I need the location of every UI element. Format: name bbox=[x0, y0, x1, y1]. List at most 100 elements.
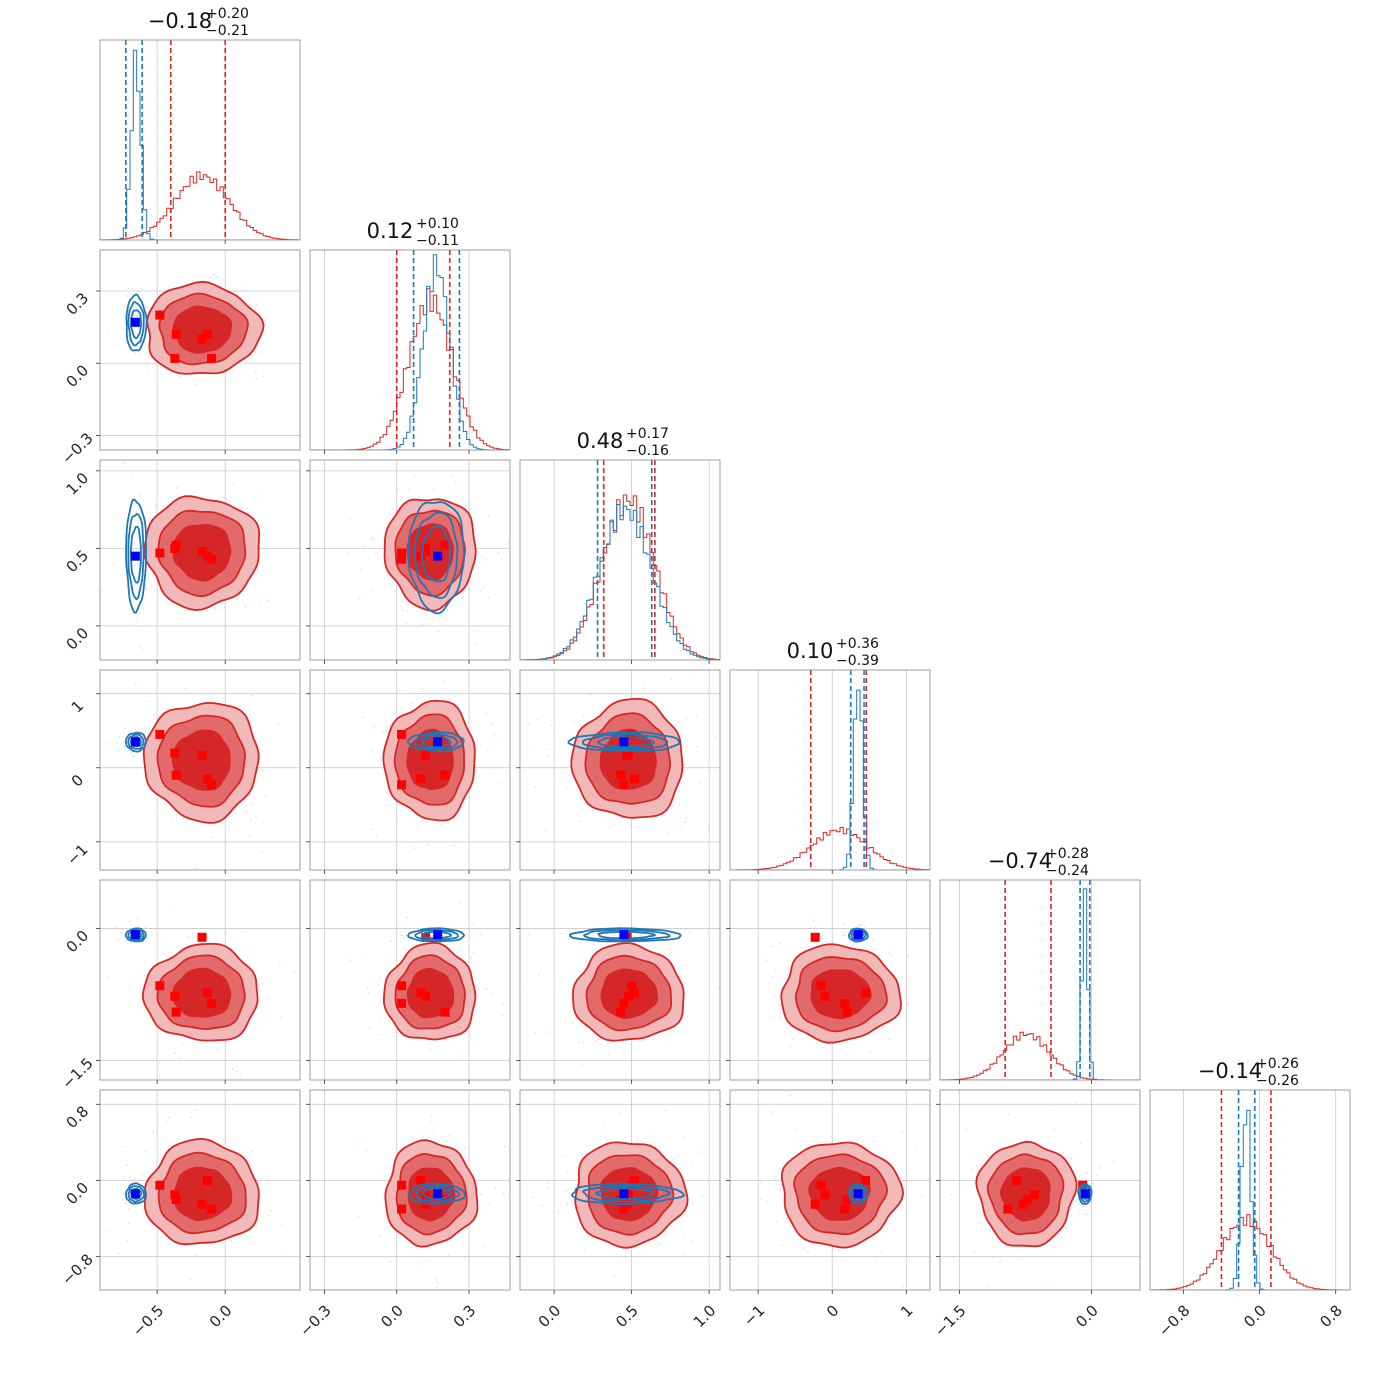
blue-sample-point bbox=[125, 1202, 127, 1204]
blue-sample-point bbox=[123, 746, 126, 748]
blue-marker bbox=[130, 551, 140, 561]
red-sample-point bbox=[773, 995, 775, 997]
red-sample-point bbox=[437, 1282, 439, 1284]
red-sample-point bbox=[872, 1140, 875, 1142]
x-tick-label: 0 bbox=[823, 1302, 842, 1321]
blue-sample-point bbox=[1092, 1182, 1094, 1185]
red-marker bbox=[397, 729, 407, 739]
red-sample-point bbox=[771, 976, 774, 979]
red-sample-point bbox=[474, 642, 476, 645]
red-sample-point bbox=[123, 327, 125, 330]
red-sample-point bbox=[523, 985, 526, 988]
red-sample-point bbox=[637, 667, 639, 669]
blue-marker bbox=[130, 1189, 140, 1199]
red-sample-point bbox=[360, 569, 362, 571]
red-sample-point bbox=[147, 307, 149, 310]
blue-marker bbox=[619, 737, 629, 747]
red-sample-point bbox=[124, 1145, 127, 1148]
contour-panel-4-1 bbox=[306, 879, 511, 1113]
blue-contour bbox=[568, 927, 682, 943]
red-sample-point bbox=[775, 1220, 778, 1223]
red-sample-point bbox=[189, 1278, 192, 1281]
contour-panel-4-3 bbox=[726, 879, 931, 1084]
red-sample-point bbox=[769, 983, 771, 985]
red-sample-point bbox=[765, 959, 768, 961]
histogram-panel-3: 0.10 +0.36−0.39 bbox=[729, 636, 931, 874]
red-sample-point bbox=[779, 942, 782, 945]
red-sample-point bbox=[388, 1018, 391, 1020]
red-histogram bbox=[730, 826, 930, 870]
red-sample-point bbox=[482, 556, 484, 558]
red-sample-point bbox=[452, 845, 455, 847]
blue-sample-point bbox=[546, 1182, 548, 1185]
red-sample-point bbox=[1049, 1105, 1051, 1107]
x-tick-label: −0.3 bbox=[296, 1302, 334, 1340]
red-sample-point bbox=[189, 1116, 192, 1118]
red-sample-point bbox=[965, 1129, 967, 1131]
red-sample-point bbox=[595, 1039, 598, 1042]
blue-sample-point bbox=[479, 933, 482, 935]
red-marker bbox=[840, 1204, 850, 1214]
blue-sample-point bbox=[495, 740, 497, 742]
red-sample-point bbox=[431, 1119, 433, 1122]
red-sample-point bbox=[213, 273, 216, 276]
blue-sample-point bbox=[405, 934, 408, 937]
blue-contour bbox=[422, 931, 453, 940]
red-sample-point bbox=[373, 538, 375, 541]
red-marker bbox=[170, 353, 180, 363]
blue-sample-point bbox=[853, 944, 855, 946]
red-sample-point bbox=[502, 1002, 504, 1005]
blue-sample-point bbox=[124, 1196, 126, 1199]
blue-sample-point bbox=[127, 334, 130, 336]
blue-sample-point bbox=[692, 1202, 694, 1204]
red-sample-point bbox=[650, 1143, 652, 1146]
red-sample-point bbox=[589, 693, 592, 696]
red-sample-point bbox=[578, 1041, 580, 1044]
red-sample-point bbox=[484, 1111, 486, 1113]
red-histogram bbox=[100, 171, 300, 240]
red-marker bbox=[397, 780, 407, 790]
red-sample-point bbox=[685, 817, 687, 819]
red-sample-point bbox=[116, 750, 119, 753]
red-sample-point bbox=[255, 816, 257, 818]
x-tick-label: 0.0 bbox=[1072, 1302, 1102, 1332]
blue-contour bbox=[582, 1185, 672, 1203]
red-sample-point bbox=[691, 1240, 693, 1243]
red-marker bbox=[624, 1190, 634, 1200]
x-tick-label: 0.3 bbox=[450, 1302, 480, 1332]
red-sample-point bbox=[547, 755, 550, 758]
blue-sample-point bbox=[134, 352, 137, 354]
red-sample-point bbox=[670, 678, 673, 681]
blue-sample-point bbox=[145, 588, 148, 590]
red-sample-point bbox=[138, 385, 140, 387]
red-sample-point bbox=[126, 1164, 128, 1166]
blue-contour bbox=[421, 1187, 452, 1200]
red-marker bbox=[416, 1175, 426, 1185]
red-sample-point bbox=[195, 1109, 198, 1111]
blue-sample-point bbox=[151, 934, 153, 936]
blue-histogram bbox=[520, 504, 720, 660]
red-marker bbox=[616, 1007, 626, 1017]
red-sample-point bbox=[367, 991, 370, 994]
blue-sample-point bbox=[122, 1175, 125, 1178]
blue-sample-point bbox=[138, 613, 140, 616]
red-sample-point bbox=[139, 495, 141, 497]
red-sample-point bbox=[830, 1135, 832, 1138]
red-sample-point bbox=[813, 919, 815, 922]
red-sample-point bbox=[636, 1138, 639, 1140]
red-sample-point bbox=[511, 1125, 513, 1127]
red-sample-point bbox=[1078, 1215, 1080, 1217]
red-sample-point bbox=[672, 805, 675, 807]
blue-sample-point bbox=[575, 928, 577, 931]
red-marker bbox=[155, 548, 165, 558]
red-sample-point bbox=[260, 604, 262, 607]
red-sample-point bbox=[228, 1107, 230, 1109]
blue-sample-point bbox=[139, 925, 141, 928]
red-sample-point bbox=[815, 926, 817, 929]
red-sample-point bbox=[448, 1134, 451, 1137]
blue-sample-point bbox=[474, 630, 476, 633]
red-sample-point bbox=[159, 1062, 161, 1064]
red-sample-point bbox=[678, 975, 681, 978]
red-sample-point bbox=[629, 824, 631, 826]
